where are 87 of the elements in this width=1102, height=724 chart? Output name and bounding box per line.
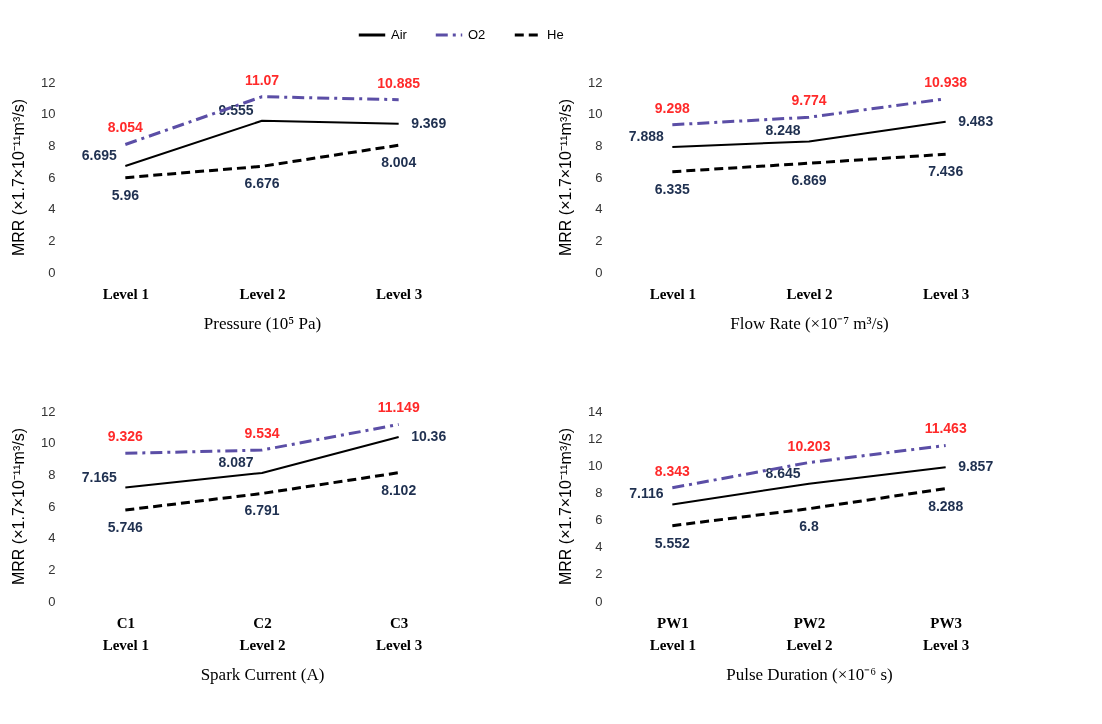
data-label: 11.463 — [924, 420, 967, 437]
y-tick-label: 2 — [48, 561, 56, 577]
data-label: 11.07 — [244, 71, 280, 88]
data-label: 8.248 — [765, 122, 801, 139]
data-label: 8.087 — [218, 453, 254, 470]
y-tick-label: 8 — [48, 137, 56, 153]
data-label: 5.552 — [654, 534, 691, 551]
data-label: 6.869 — [791, 172, 827, 189]
legend-label: He — [547, 27, 564, 42]
data-label: 6.335 — [654, 180, 691, 197]
y-tick-label: 12 — [588, 430, 603, 446]
x-tick-label: Level 2 — [786, 285, 833, 302]
legend-label: Air — [391, 27, 408, 42]
data-label: 9.483 — [958, 112, 994, 129]
x-tick-label: Level 3 — [923, 285, 970, 302]
x-tick-label: PW1 Level 1 — [649, 614, 696, 653]
data-label: 7.165 — [81, 468, 118, 485]
y-tick-label: 6 — [595, 169, 603, 185]
data-label: 10.203 — [787, 437, 831, 454]
y-tick-label: 10 — [41, 106, 56, 122]
data-label: 5.96 — [111, 186, 140, 203]
data-label: 5.746 — [107, 519, 144, 536]
x-axis-title: Pulse Duration (×10⁻⁶ s) — [726, 664, 893, 684]
y-axis-title: MRR (×1.7×10⁻¹¹m³/s) — [557, 98, 575, 257]
data-label: 7.436 — [928, 163, 964, 180]
y-tick-label: 8 — [595, 484, 603, 500]
data-label: 9.369 — [411, 114, 447, 131]
data-label: 8.343 — [654, 462, 691, 479]
y-tick-label: 2 — [48, 232, 56, 248]
y-axis-title: MRR (×1.7×10⁻¹¹m³/s) — [557, 427, 575, 586]
y-tick-label: 0 — [48, 264, 56, 280]
x-tick-label: Level 1 — [102, 285, 149, 302]
y-tick-label: 2 — [595, 232, 603, 248]
data-label: 8.102 — [381, 481, 417, 498]
data-label: 6.8 — [799, 517, 819, 534]
data-label: 10.885 — [377, 74, 421, 91]
x-tick-label: PW3 Level 3 — [923, 614, 970, 653]
y-tick-label: 8 — [48, 466, 56, 482]
x-tick-label: Level 3 — [376, 285, 423, 302]
y-tick-label: 12 — [41, 403, 56, 419]
data-label: 8.645 — [765, 464, 801, 481]
y-tick-label: 10 — [588, 457, 603, 473]
y-tick-label: 12 — [588, 74, 603, 90]
y-tick-label: 0 — [595, 593, 603, 609]
data-label: 7.888 — [628, 128, 665, 145]
data-label: 6.791 — [244, 502, 280, 519]
y-tick-label: 4 — [48, 201, 56, 217]
y-tick-label: 10 — [588, 106, 603, 122]
y-tick-label: 4 — [595, 201, 603, 217]
data-label: 8.054 — [107, 119, 144, 136]
y-tick-label: 0 — [595, 264, 603, 280]
x-axis-title: Pressure (10⁵ Pa) — [203, 313, 322, 333]
x-tick-label: C3 Level 3 — [376, 614, 423, 653]
data-label: 8.004 — [381, 154, 417, 171]
y-tick-label: 2 — [595, 566, 603, 582]
data-label: 9.774 — [791, 92, 827, 109]
data-label: 6.695 — [81, 147, 118, 163]
legend-label: O2 — [468, 27, 486, 42]
data-label: 6.676 — [244, 175, 280, 192]
data-label: 11.149 — [377, 399, 420, 416]
data-label: 9.326 — [107, 428, 144, 445]
y-axis-title: MRR (×1.7×10⁻¹¹m³/s) — [10, 427, 28, 586]
data-label: 9.298 — [654, 99, 691, 116]
x-tick-label: C2 Level 2 — [239, 614, 286, 653]
x-tick-label: Level 1 — [649, 285, 696, 302]
y-axis-title: MRR (×1.7×10⁻¹¹m³/s) — [10, 98, 28, 257]
y-tick-label: 10 — [41, 435, 56, 451]
data-label: 10.938 — [924, 73, 968, 90]
y-tick-label: 12 — [41, 74, 56, 90]
x-axis-title: Flow Rate (×10⁻⁷ m³/s) — [730, 313, 889, 333]
y-tick-label: 6 — [48, 169, 56, 185]
data-label: 10.36 — [411, 427, 447, 444]
y-tick-label: 6 — [595, 512, 603, 528]
data-label: 9.534 — [244, 425, 280, 442]
y-tick-label: 4 — [48, 530, 56, 546]
data-label: 8.288 — [928, 497, 964, 514]
x-tick-label: PW2 Level 2 — [786, 614, 833, 653]
x-axis-title: Spark Current (A) — [200, 664, 325, 684]
y-tick-label: 8 — [595, 137, 603, 153]
data-label: 9.857 — [958, 458, 994, 475]
y-tick-label: 0 — [48, 593, 56, 609]
x-tick-label: Level 2 — [239, 285, 286, 302]
data-label: 7.116 — [629, 485, 664, 502]
y-tick-label: 4 — [595, 539, 603, 555]
x-tick-label: C1 Level 1 — [102, 614, 149, 653]
y-tick-label: 14 — [588, 403, 603, 419]
y-tick-label: 6 — [48, 498, 56, 514]
